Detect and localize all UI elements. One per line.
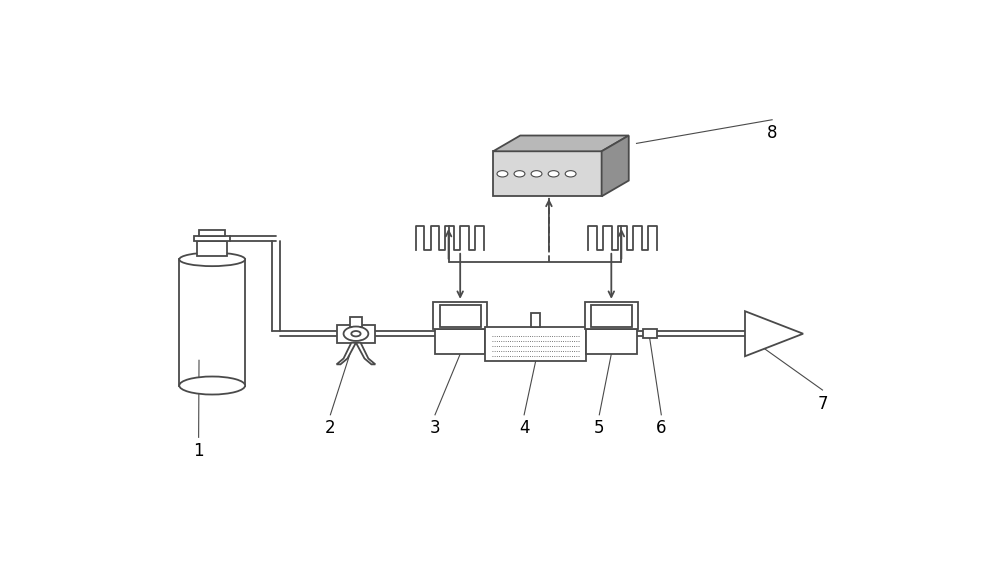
Bar xyxy=(179,259,245,386)
Circle shape xyxy=(514,171,525,177)
Text: 6: 6 xyxy=(656,419,667,438)
Text: 2: 2 xyxy=(325,419,336,438)
Bar xyxy=(197,242,227,256)
Bar xyxy=(586,329,637,354)
Polygon shape xyxy=(337,343,356,364)
Ellipse shape xyxy=(179,377,245,394)
Bar xyxy=(199,230,225,236)
Bar xyxy=(493,152,602,197)
Bar xyxy=(485,327,586,361)
Circle shape xyxy=(351,331,361,336)
Bar xyxy=(433,302,487,329)
Bar xyxy=(337,325,375,343)
Bar xyxy=(531,312,540,327)
Bar xyxy=(440,305,481,326)
Circle shape xyxy=(565,171,576,177)
Text: 4: 4 xyxy=(519,419,529,438)
Text: 5: 5 xyxy=(594,419,605,438)
Text: 8: 8 xyxy=(767,124,777,142)
Circle shape xyxy=(344,326,368,341)
Text: 1: 1 xyxy=(193,442,204,460)
Polygon shape xyxy=(602,136,629,197)
Bar xyxy=(194,236,230,242)
Bar xyxy=(643,329,657,338)
Circle shape xyxy=(548,171,559,177)
Ellipse shape xyxy=(179,253,245,266)
Polygon shape xyxy=(745,311,803,356)
Bar xyxy=(585,302,638,329)
Bar xyxy=(350,318,362,326)
Bar xyxy=(591,305,632,326)
Circle shape xyxy=(531,171,542,177)
Polygon shape xyxy=(493,136,629,152)
Circle shape xyxy=(497,171,508,177)
Text: 7: 7 xyxy=(817,394,828,412)
Polygon shape xyxy=(356,343,375,364)
Text: 3: 3 xyxy=(430,419,440,438)
Bar xyxy=(435,329,485,354)
